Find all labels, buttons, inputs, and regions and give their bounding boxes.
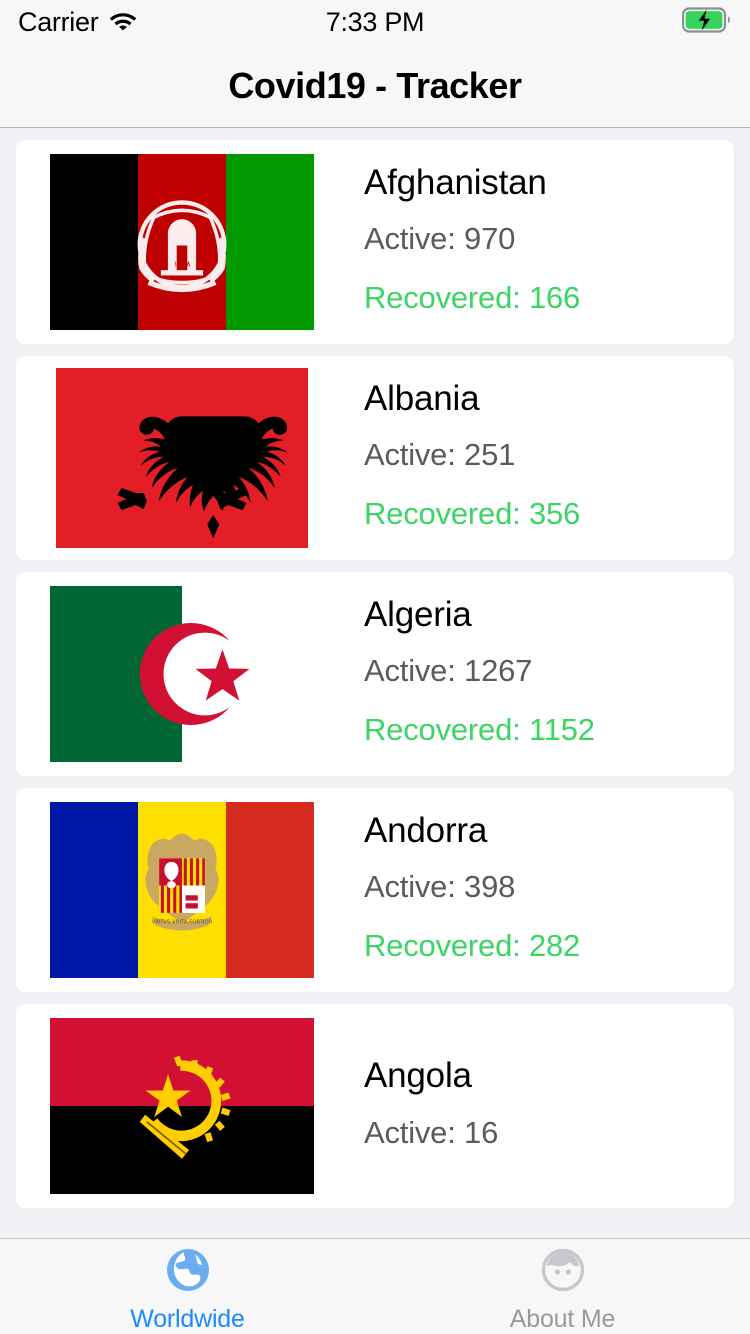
battery-charging-icon (681, 6, 732, 38)
afghanistan-flag: ····· ١٢٩٨ (32, 154, 332, 330)
recovered-count: Recovered: 1152 (364, 712, 595, 748)
list-item[interactable]: Angola Active: 16 (16, 1004, 734, 1208)
recovered-count: Recovered: 356 (364, 496, 581, 532)
recovered-count: Recovered: 282 (364, 928, 581, 964)
svg-text:·····: ····· (173, 198, 191, 212)
country-name: Angola (364, 1056, 472, 1096)
navigation-bar: Covid19 - Tracker (0, 44, 750, 128)
face-icon (539, 1246, 587, 1299)
svg-text:VIRTVS VNITA FORTIOR: VIRTVS VNITA FORTIOR (152, 919, 213, 925)
list-item[interactable]: VIRTVS VNITA FORTIOR Andorra Active: 398… (16, 788, 734, 992)
country-info: Albania Active: 251 Recovered: 356 (364, 372, 580, 544)
country-name: Afghanistan (364, 162, 547, 202)
svg-text:١٢٩٨: ١٢٩٨ (174, 260, 192, 269)
active-count: Active: 251 (364, 437, 516, 473)
status-bar-left: Carrier (18, 7, 256, 38)
algeria-flag (32, 586, 332, 762)
tab-label: About Me (509, 1304, 616, 1333)
clock-label: 7:33 PM (325, 6, 425, 37)
albania-flag (32, 368, 332, 548)
wifi-icon (108, 9, 138, 36)
tab-about-me[interactable]: About Me (375, 1239, 750, 1334)
active-count: Active: 398 (364, 869, 516, 905)
active-count: Active: 970 (364, 221, 516, 257)
list-item[interactable]: Algeria Active: 1267 Recovered: 1152 (16, 572, 734, 776)
list-item[interactable]: Albania Active: 251 Recovered: 356 (16, 356, 734, 560)
tab-bar: Worldwide About Me (0, 1238, 750, 1334)
country-info: Angola Active: 16 (364, 1049, 498, 1162)
country-info: Afghanistan Active: 970 Recovered: 166 (364, 156, 580, 328)
country-list[interactable]: ····· ١٢٩٨ Afghanistan Active: 970 Recov… (0, 128, 750, 1238)
country-name: Albania (364, 378, 480, 418)
globe-icon (164, 1246, 212, 1299)
active-count: Active: 1267 (364, 653, 533, 689)
country-info: Andorra Active: 398 Recovered: 282 (364, 804, 580, 976)
country-name: Andorra (364, 810, 488, 850)
list-item[interactable]: ····· ١٢٩٨ Afghanistan Active: 970 Recov… (16, 140, 734, 344)
country-info: Algeria Active: 1267 Recovered: 1152 (364, 588, 595, 760)
page-title: Covid19 - Tracker (228, 64, 522, 106)
tab-label: Worldwide (130, 1304, 245, 1333)
status-bar: Carrier 7:33 PM (0, 0, 750, 44)
carrier-label: Carrier (18, 6, 99, 37)
tab-worldwide[interactable]: Worldwide (0, 1239, 375, 1334)
status-bar-right (494, 6, 732, 38)
andorra-flag: VIRTVS VNITA FORTIOR (32, 802, 332, 978)
country-name: Algeria (364, 594, 472, 634)
angola-flag (32, 1018, 332, 1194)
active-count: Active: 16 (364, 1114, 499, 1150)
recovered-count: Recovered: 166 (364, 280, 581, 316)
status-bar-center: 7:33 PM (256, 7, 494, 38)
